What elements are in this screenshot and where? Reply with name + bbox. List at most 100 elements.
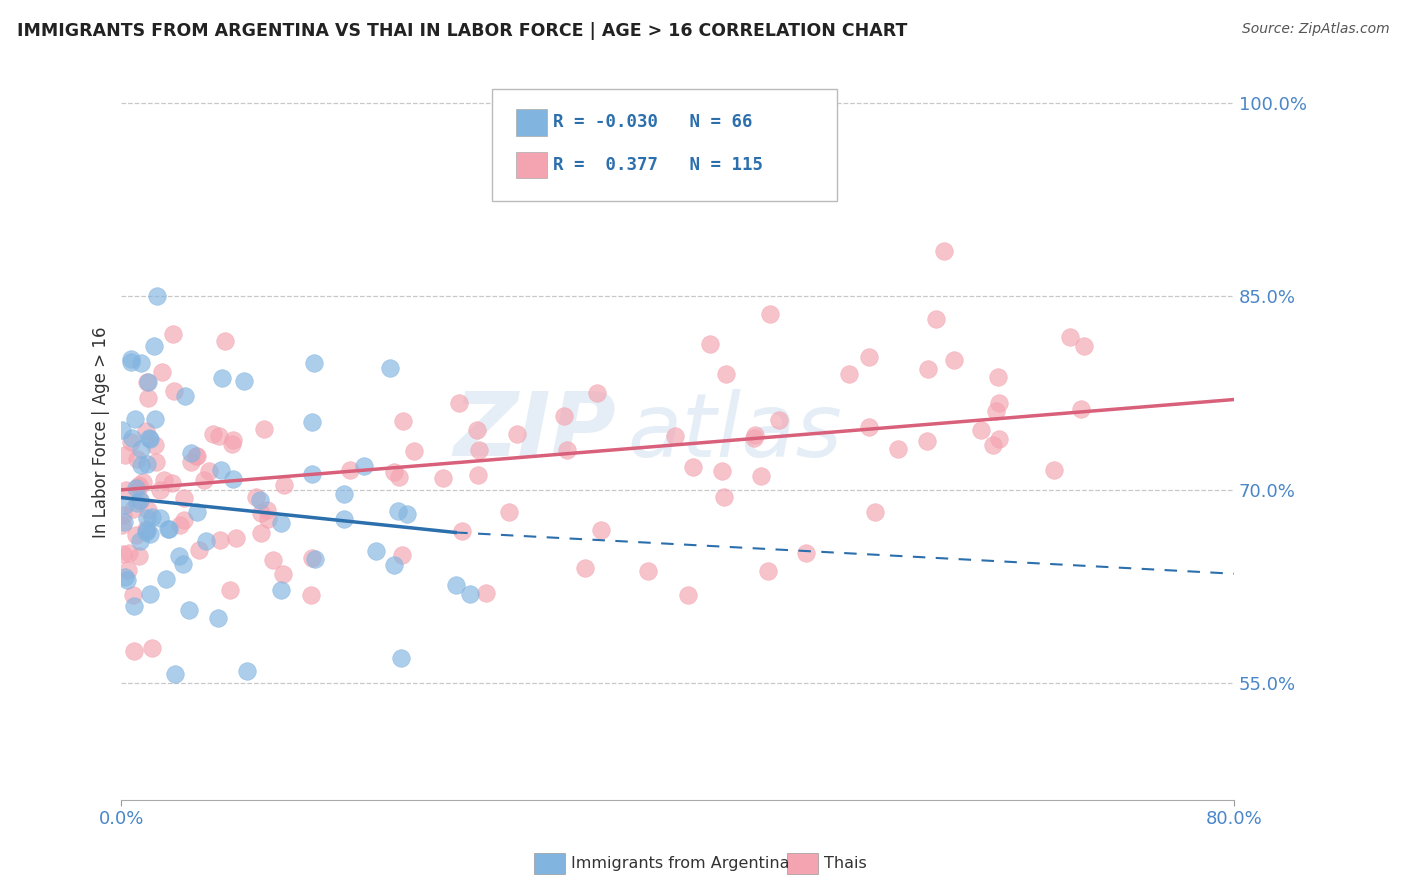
- Immigrants from Argentina: [146, 289, 169, 303]
- Immigrants from Argentina: [124, 412, 146, 426]
- Thais: [257, 512, 280, 526]
- Text: IMMIGRANTS FROM ARGENTINA VS THAI IN LABOR FORCE | AGE > 16 CORRELATION CHART: IMMIGRANTS FROM ARGENTINA VS THAI IN LAB…: [17, 22, 907, 40]
- Thais: [475, 586, 498, 600]
- Thais: [117, 546, 139, 560]
- Immigrants from Argentina: [112, 515, 135, 529]
- Immigrants from Argentina: [232, 374, 254, 388]
- Thais: [245, 490, 267, 504]
- Thais: [664, 428, 686, 442]
- Thais: [744, 427, 766, 442]
- Thais: [858, 350, 880, 364]
- Thais: [468, 443, 491, 458]
- Thais: [112, 508, 135, 522]
- Thais: [467, 423, 489, 437]
- Immigrants from Argentina: [169, 549, 191, 563]
- Thais: [467, 467, 489, 482]
- Thais: [794, 546, 817, 560]
- Thais: [111, 547, 134, 561]
- Immigrants from Argentina: [444, 578, 467, 592]
- Thais: [981, 438, 1004, 452]
- Immigrants from Argentina: [141, 510, 163, 524]
- Thais: [970, 423, 993, 437]
- Immigrants from Argentina: [128, 533, 150, 548]
- Thais: [987, 369, 1010, 384]
- Thais: [984, 404, 1007, 418]
- Thais: [135, 424, 157, 438]
- Thais: [173, 491, 195, 505]
- Thais: [186, 449, 208, 463]
- Thais: [253, 422, 276, 436]
- Thais: [221, 437, 243, 451]
- Thais: [114, 483, 136, 498]
- Thais: [915, 434, 938, 448]
- Thais: [128, 549, 150, 564]
- Thais: [553, 409, 575, 423]
- Immigrants from Argentina: [389, 650, 412, 665]
- Immigrants from Argentina: [138, 432, 160, 446]
- Thais: [250, 506, 273, 520]
- Immigrants from Argentina: [333, 512, 356, 526]
- Thais: [299, 588, 322, 602]
- Thais: [1042, 463, 1064, 477]
- Immigrants from Argentina: [207, 611, 229, 625]
- Thais: [193, 473, 215, 487]
- Thais: [141, 641, 163, 656]
- Immigrants from Argentina: [129, 442, 152, 456]
- Thais: [262, 553, 284, 567]
- Text: R =  0.377   N = 115: R = 0.377 N = 115: [553, 156, 762, 174]
- Thais: [917, 362, 939, 376]
- Immigrants from Argentina: [114, 570, 136, 584]
- Thais: [391, 548, 413, 562]
- Immigrants from Argentina: [304, 356, 326, 370]
- Thais: [218, 582, 240, 597]
- Thais: [145, 455, 167, 469]
- Thais: [574, 561, 596, 575]
- Immigrants from Argentina: [111, 423, 134, 437]
- Text: ZIP: ZIP: [454, 388, 616, 475]
- Immigrants from Argentina: [121, 431, 143, 445]
- Thais: [713, 490, 735, 504]
- Immigrants from Argentina: [120, 354, 142, 368]
- Immigrants from Argentina: [301, 467, 323, 481]
- Immigrants from Argentina: [222, 472, 245, 486]
- Immigrants from Argentina: [136, 375, 159, 389]
- Immigrants from Argentina: [124, 481, 146, 495]
- Immigrants from Argentina: [366, 543, 388, 558]
- Immigrants from Argentina: [235, 664, 257, 678]
- Thais: [129, 494, 152, 508]
- Text: R = -0.030   N = 66: R = -0.030 N = 66: [553, 113, 752, 131]
- Thais: [858, 419, 880, 434]
- Text: Source: ZipAtlas.com: Source: ZipAtlas.com: [1241, 22, 1389, 37]
- Thais: [943, 352, 966, 367]
- Thais: [838, 368, 860, 382]
- Thais: [173, 513, 195, 527]
- Thais: [114, 448, 136, 462]
- Immigrants from Argentina: [195, 534, 218, 549]
- Thais: [682, 460, 704, 475]
- Thais: [404, 444, 426, 458]
- Thais: [586, 385, 609, 400]
- Thais: [124, 644, 146, 658]
- Immigrants from Argentina: [135, 511, 157, 525]
- Immigrants from Argentina: [135, 523, 157, 537]
- Thais: [555, 442, 578, 457]
- Thais: [451, 524, 474, 539]
- Thais: [678, 588, 700, 602]
- Thais: [184, 449, 207, 463]
- Thais: [382, 465, 405, 479]
- Immigrants from Argentina: [165, 667, 187, 681]
- Thais: [225, 531, 247, 545]
- Thais: [125, 451, 148, 466]
- Thais: [111, 517, 134, 532]
- Immigrants from Argentina: [136, 457, 159, 471]
- Thais: [131, 475, 153, 489]
- Thais: [925, 312, 948, 326]
- Text: Thais: Thais: [824, 856, 866, 871]
- Thais: [987, 432, 1010, 446]
- Thais: [271, 567, 294, 582]
- Immigrants from Argentina: [155, 573, 177, 587]
- Thais: [121, 588, 143, 602]
- Thais: [143, 437, 166, 451]
- Thais: [250, 525, 273, 540]
- Thais: [756, 564, 779, 578]
